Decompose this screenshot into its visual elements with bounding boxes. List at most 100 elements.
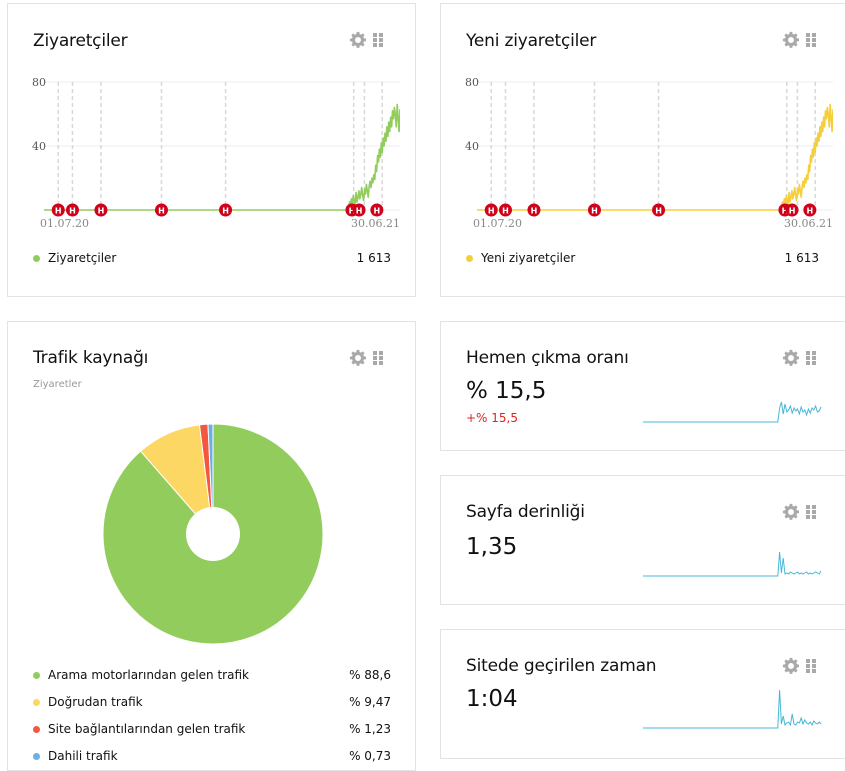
- marker-letter: H: [488, 207, 495, 216]
- depth-card: Sayfa derinliği 1,35: [440, 475, 845, 605]
- time-card: Sitede geçirilen zaman 1:04: [440, 629, 845, 759]
- legend-value: % 0,73: [349, 749, 391, 763]
- holiday-marker-icon: [94, 203, 108, 217]
- legend-label: Arama motorlarından gelen trafik: [48, 668, 249, 682]
- depth-sparkline: [643, 551, 822, 577]
- new-visitors-legend: Yeni ziyaretçiler: [466, 251, 575, 265]
- traffic-subtitle: Ziyaretler: [33, 379, 82, 390]
- drag-handle-icon[interactable]: [806, 33, 816, 47]
- marker-letter: H: [158, 207, 165, 216]
- marker-letter: H: [655, 207, 662, 216]
- pie-slice: [207, 423, 214, 535]
- marker-letter: H: [374, 207, 381, 216]
- pie-hole: [186, 507, 240, 561]
- bounce-sparkline: [643, 401, 822, 423]
- sparkline-path: [643, 551, 822, 577]
- x-end-label: 30.06.21: [351, 217, 400, 230]
- holiday-marker-icon: [219, 203, 233, 217]
- traffic-legend-item: Dahili trafik: [33, 749, 118, 763]
- holiday-marker-icon: [785, 203, 799, 217]
- holiday-marker-icon: [352, 203, 366, 217]
- legend-label: Site bağlantılarından gelen trafik: [48, 722, 246, 736]
- bounce-value: % 15,5: [466, 378, 547, 404]
- x-start-label: 01.07.20: [40, 217, 89, 230]
- drag-handle-icon[interactable]: [806, 659, 816, 673]
- depth-tools: [782, 503, 816, 521]
- bounce-tools: [782, 349, 816, 367]
- series-line: [477, 103, 833, 211]
- series-line: [44, 103, 400, 211]
- time-sparkline: [643, 690, 822, 729]
- new-visitors-total: 1 613: [784, 251, 819, 265]
- traffic-title: Trafik kaynağı: [33, 348, 149, 368]
- y-tick-label: 40: [32, 140, 46, 153]
- drag-handle-icon[interactable]: [806, 351, 816, 365]
- marker-letter: H: [69, 207, 76, 216]
- x-end-label: 30.06.21: [784, 217, 833, 230]
- marker-letter: H: [98, 207, 105, 216]
- legend-label: Yeni ziyaretçiler: [481, 251, 576, 265]
- legend-dot: [33, 671, 40, 679]
- legend-dot: [33, 725, 40, 733]
- new-visitors-tools: [782, 31, 816, 49]
- holiday-marker-icon: [587, 203, 601, 217]
- traffic-legend-item: Doğrudan trafik: [33, 695, 143, 709]
- marker-letter: H: [55, 207, 62, 216]
- holiday-marker-icon: [527, 203, 541, 217]
- new-visitors-title: Yeni ziyaretçiler: [466, 31, 597, 51]
- traffic-legend-item: Site bağlantılarından gelen trafik: [33, 722, 245, 736]
- y-tick-label: 40: [465, 140, 479, 153]
- visitors-total: 1 613: [356, 251, 391, 265]
- legend-value: % 1,23: [349, 722, 391, 736]
- marker-letter: H: [349, 207, 356, 216]
- depth-title: Sayfa derinliği: [466, 502, 585, 522]
- drag-handle-icon[interactable]: [373, 351, 383, 365]
- marker-letter: H: [356, 207, 363, 216]
- new-visitors-card: Yeni ziyaretçiler 40 80 H H H H H H H H 01.07.20 30…: [440, 3, 845, 297]
- depth-value: 1,35: [466, 534, 518, 560]
- gear-icon[interactable]: [349, 31, 367, 49]
- legend-label: Dahili trafik: [48, 749, 118, 763]
- holiday-marker-icon: [154, 203, 168, 217]
- holiday-marker-icon: [498, 203, 512, 217]
- drag-handle-icon[interactable]: [806, 505, 816, 519]
- time-tools: [782, 657, 816, 675]
- x-start-label: 01.07.20: [473, 217, 522, 230]
- traffic-tools: [349, 349, 383, 367]
- time-value: 1:04: [466, 686, 518, 712]
- marker-letter: H: [502, 207, 509, 216]
- marker-letter: H: [789, 207, 796, 216]
- marker-letter: H: [591, 207, 598, 216]
- holiday-marker-icon: [65, 203, 79, 217]
- sparkline-path: [643, 401, 822, 423]
- marker-letter: H: [782, 207, 789, 216]
- legend-value: % 9,47: [349, 695, 391, 709]
- gear-icon[interactable]: [782, 503, 800, 521]
- time-title: Sitede geçirilen zaman: [466, 656, 657, 676]
- gear-icon[interactable]: [782, 349, 800, 367]
- traffic-pie: [102, 423, 324, 645]
- sparkline-path: [643, 690, 822, 729]
- y-tick-label: 80: [32, 76, 46, 89]
- marker-letter: H: [222, 207, 229, 216]
- marker-letter: H: [531, 207, 538, 216]
- gear-icon[interactable]: [349, 349, 367, 367]
- bounce-delta: +% 15,5: [466, 411, 518, 425]
- legend-dot: [33, 698, 40, 706]
- traffic-legend-item: Arama motorlarından gelen trafik: [33, 668, 249, 682]
- bounce-card: Hemen çıkma oranı % 15,5 +% 15,5: [440, 321, 845, 451]
- marker-letter: H: [807, 207, 814, 216]
- visitors-title: Ziyaretçiler: [33, 31, 128, 51]
- legend-dot: [33, 254, 40, 262]
- holiday-marker-icon: [652, 203, 666, 217]
- gear-icon[interactable]: [782, 31, 800, 49]
- visitors-legend: Ziyaretçiler: [33, 251, 116, 265]
- gear-icon[interactable]: [782, 657, 800, 675]
- holiday-marker-icon: [51, 203, 65, 217]
- visitors-card: Ziyaretçiler 40 80 H H H H H H H H 01.07.20 30.06.2…: [7, 3, 416, 297]
- holiday-marker-icon: [803, 203, 817, 217]
- drag-handle-icon[interactable]: [373, 33, 383, 47]
- holiday-marker-icon: [370, 203, 384, 217]
